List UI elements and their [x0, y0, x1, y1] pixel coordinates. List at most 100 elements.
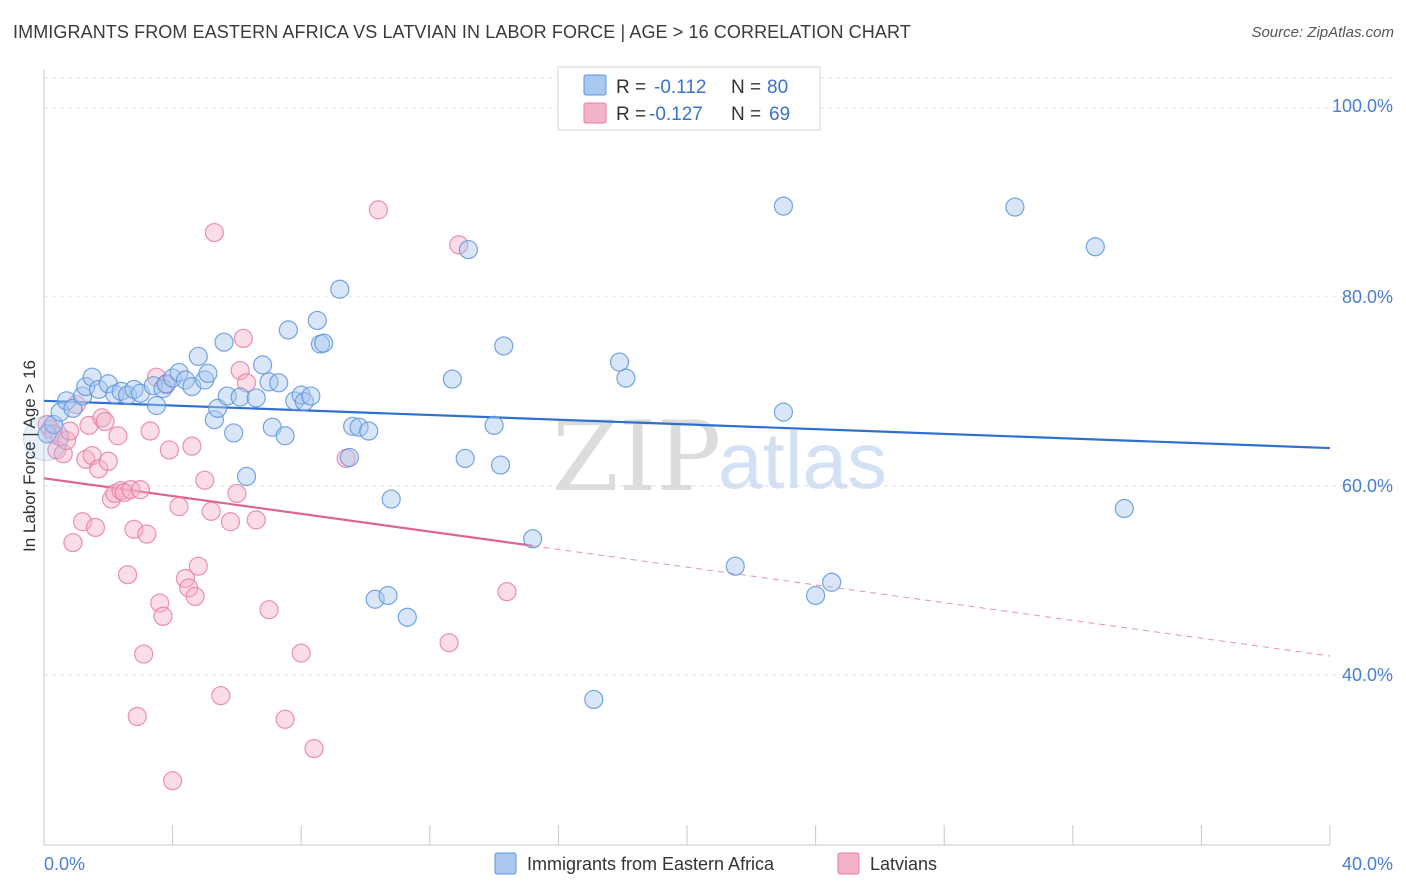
data-point-latvians — [117, 565, 138, 585]
data-point-eastern-africa — [301, 386, 321, 406]
data-point-latvians — [439, 633, 459, 653]
data-point-latvians — [304, 738, 324, 759]
data-point-eastern-africa — [523, 529, 543, 549]
data-point-latvians — [236, 373, 257, 393]
data-point-latvians — [163, 771, 183, 791]
x-tick-labels: 0.0% 40.0% — [44, 854, 1393, 874]
data-point-eastern-africa — [188, 346, 208, 366]
trend-line-eastern-africa — [43, 399, 1331, 450]
data-point-latvians — [127, 706, 147, 727]
data-point-eastern-africa — [236, 466, 257, 487]
data-point-latvians — [188, 556, 208, 576]
legend-n-value-2: 69 — [769, 104, 790, 125]
data-point-eastern-africa — [224, 423, 244, 443]
y-tick-label: 60.0% — [1342, 476, 1393, 496]
data-point-latvians — [227, 483, 247, 504]
bottom-legend-swatch-pink — [837, 852, 860, 875]
data-point-latvians — [368, 200, 388, 220]
data-point-latvians — [230, 360, 250, 381]
data-point-latvians — [98, 451, 118, 471]
bottom-legend-swatch-blue — [494, 852, 517, 875]
data-point-eastern-africa — [259, 372, 279, 392]
data-point-latvians — [275, 709, 295, 729]
data-point-eastern-africa — [494, 336, 514, 356]
watermark-zip: ZIP — [552, 401, 721, 513]
data-point-eastern-africa — [330, 279, 350, 299]
data-point-eastern-africa — [397, 607, 417, 627]
data-point-eastern-africa — [609, 352, 630, 372]
y-tick-label: 100.0% — [1332, 96, 1393, 116]
chart-title: IMMIGRANTS FROM EASTERN AFRICA VS LATVIA… — [13, 22, 911, 42]
data-point-latvians — [124, 519, 144, 539]
legend-r-value-2: -0.127 — [649, 104, 703, 125]
series-legend: Immigrants from Eastern Africa Latvians — [494, 852, 937, 875]
legend-r-value-1: -0.112 — [654, 77, 706, 98]
data-point-latvians — [182, 436, 202, 456]
data-point-eastern-africa — [23, 416, 69, 462]
data-point-latvians — [63, 532, 83, 553]
y-tick-labels: 40.0% 60.0% 80.0% 100.0% — [1332, 96, 1393, 685]
data-point-eastern-africa — [365, 589, 385, 609]
data-point-eastern-africa — [773, 402, 794, 422]
data-point-eastern-africa — [773, 196, 794, 216]
data-point-latvians — [159, 440, 179, 460]
trend-line-latvians-projection — [532, 545, 1331, 657]
data-point-eastern-africa — [37, 424, 57, 444]
data-point-latvians — [95, 411, 115, 432]
data-point-latvians — [85, 517, 106, 538]
legend-n-label-1: N = — [731, 77, 761, 98]
data-point-latvians — [108, 426, 128, 446]
data-point-latvians — [60, 421, 80, 441]
data-point-latvians — [111, 480, 131, 501]
data-point-eastern-africa — [1085, 237, 1105, 257]
data-point-eastern-africa — [1005, 197, 1025, 217]
data-point-eastern-africa — [230, 387, 250, 407]
data-point-eastern-africa — [616, 368, 636, 388]
data-point-latvians — [204, 222, 224, 243]
data-point-eastern-africa — [204, 410, 224, 430]
legend-r-label-2: R = — [616, 104, 646, 125]
data-point-eastern-africa — [822, 572, 842, 592]
data-point-latvians — [449, 235, 469, 255]
data-point-eastern-africa — [214, 332, 234, 352]
data-point-latvians — [169, 497, 189, 517]
data-point-eastern-africa — [349, 417, 369, 437]
data-point-latvians — [497, 582, 517, 602]
legend-swatch-pink — [583, 102, 607, 124]
data-point-eastern-africa — [339, 447, 360, 468]
data-point-eastern-africa — [169, 362, 189, 383]
series-latvians-points — [37, 200, 517, 791]
data-point-eastern-africa — [359, 421, 379, 441]
data-point-latvians — [201, 501, 221, 521]
y-tick-label: 40.0% — [1342, 665, 1393, 685]
data-point-eastern-africa — [253, 355, 273, 375]
data-point-latvians — [259, 600, 279, 620]
data-point-eastern-africa — [198, 363, 218, 383]
data-point-eastern-africa — [484, 415, 504, 435]
data-point-latvians — [220, 512, 241, 532]
data-point-eastern-africa — [44, 414, 64, 435]
y-axis-label: In Labor Force | Age > 16 — [20, 360, 39, 552]
data-point-eastern-africa — [584, 689, 604, 710]
axes — [43, 70, 1331, 846]
data-point-eastern-africa — [490, 455, 511, 475]
data-point-eastern-africa — [146, 395, 167, 416]
data-point-latvians — [137, 524, 157, 544]
data-point-latvians — [134, 644, 154, 664]
trend-lines — [43, 399, 1331, 657]
x-tick-label-max: 40.0% — [1342, 854, 1393, 874]
data-point-latvians — [246, 510, 266, 530]
data-point-latvians — [140, 421, 160, 441]
data-point-eastern-africa — [275, 426, 295, 446]
data-point-eastern-africa — [314, 333, 334, 353]
data-point-eastern-africa — [458, 239, 478, 260]
data-point-latvians — [195, 470, 215, 490]
bottom-legend-label-blue: Immigrants from Eastern Africa — [527, 854, 775, 874]
data-point-latvians — [211, 686, 231, 706]
data-point-eastern-africa — [455, 448, 475, 469]
data-point-latvians — [92, 408, 112, 428]
data-point-eastern-africa — [381, 489, 401, 509]
data-point-eastern-africa — [269, 373, 289, 393]
trend-line-latvians — [43, 477, 533, 547]
